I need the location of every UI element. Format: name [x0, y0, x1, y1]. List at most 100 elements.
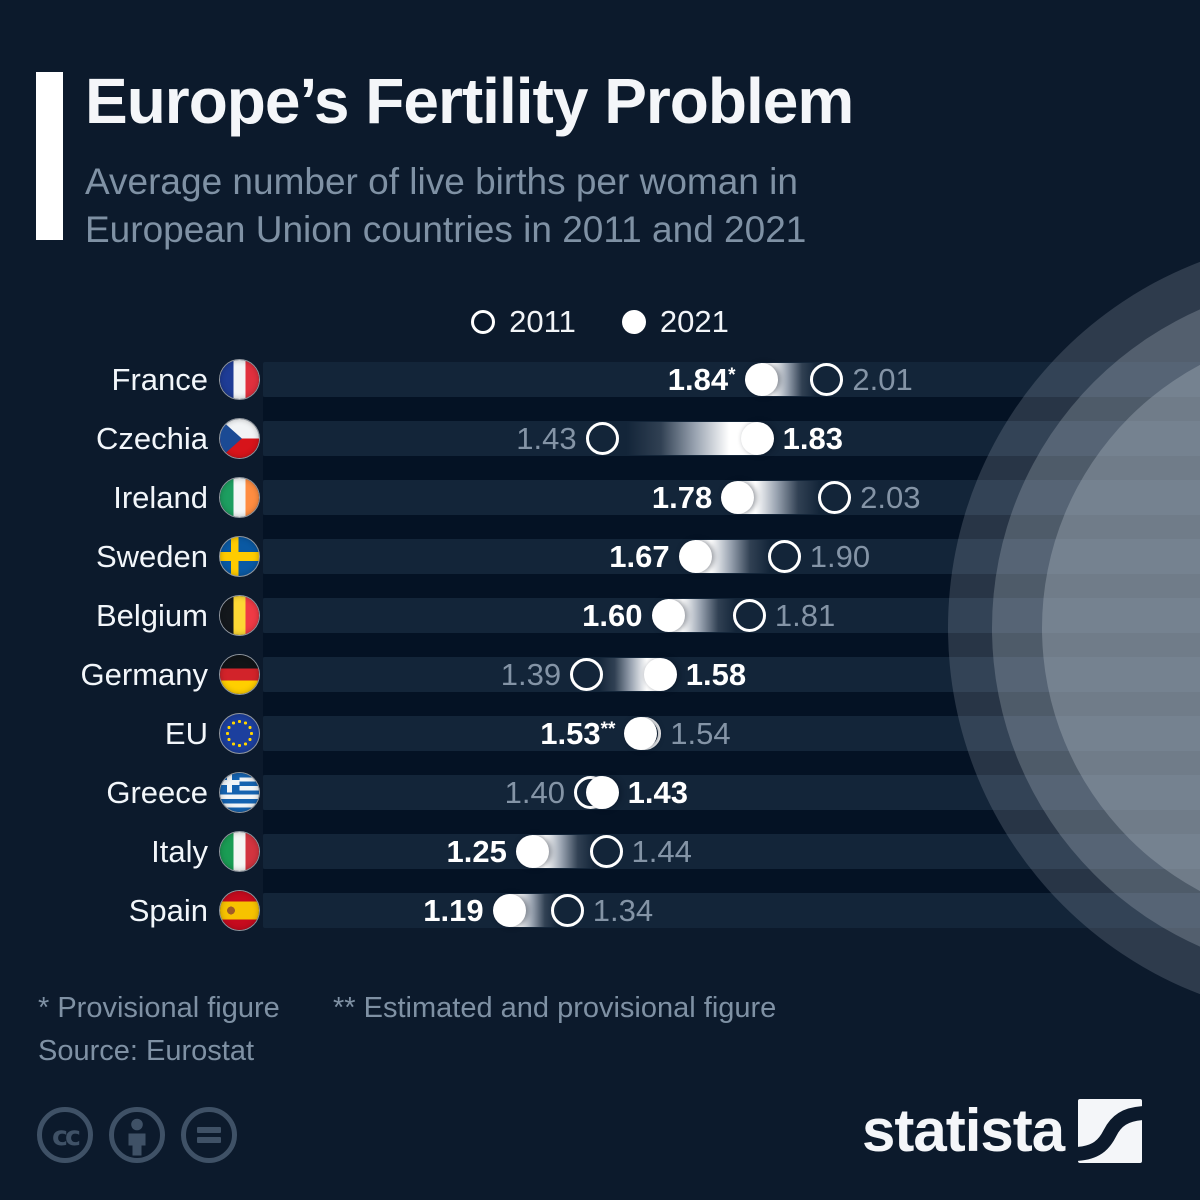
dot-2021	[624, 717, 658, 750]
legend: 2011 2021	[0, 304, 1200, 340]
row-background	[0, 480, 1200, 539]
row-gap	[263, 810, 1200, 834]
flag-triangle	[220, 419, 242, 458]
subtitle-line-1: Average number of live births per woman …	[85, 161, 798, 202]
value-label-2021: 1.60	[582, 598, 643, 633]
value-label-2021: 1.58	[685, 657, 747, 692]
country-label: Ireland	[113, 480, 208, 515]
sweden-flag-icon	[220, 537, 259, 576]
value-label-2021: 1.25	[446, 834, 507, 869]
country-label: France	[111, 362, 208, 397]
title-accent-bar	[36, 72, 63, 240]
dot-2021	[492, 894, 526, 927]
row-stripe	[263, 893, 1200, 928]
value-label-2011: 1.34	[592, 893, 654, 928]
page-title: Europe’s Fertility Problem	[85, 65, 854, 137]
row-stripe	[263, 775, 1200, 810]
country-label: Italy	[151, 834, 208, 869]
subtitle-line-2: European Union countries in 2011 and 202…	[85, 209, 807, 250]
country-label: Greece	[106, 775, 208, 810]
row-stripe	[263, 362, 1200, 397]
legend-item-2011: 2011	[471, 304, 576, 340]
country-label: Germany	[80, 657, 208, 692]
dot-2011	[570, 658, 604, 691]
row-gap	[263, 751, 1200, 775]
row-background	[0, 834, 1200, 893]
czechia-flag-icon	[220, 419, 259, 458]
spain-flag-icon	[220, 891, 259, 930]
row-gap	[263, 633, 1200, 657]
dot-2021	[744, 363, 778, 396]
row-background	[0, 362, 1200, 421]
eu-flag-icon	[220, 714, 259, 753]
page-subtitle: Average number of live births per woman …	[85, 158, 985, 254]
chart-row-czechia: Czechia 1.83 1.43	[0, 419, 1200, 458]
row-stripe	[263, 657, 1200, 692]
statista-logo-text: statista	[862, 1097, 1065, 1164]
row-background	[0, 775, 1200, 834]
dumbbell-connector	[602, 422, 758, 455]
belgium-flag-icon	[220, 596, 259, 635]
value-label-2011: 2.03	[860, 480, 921, 515]
value-label-2011: 1.44	[631, 834, 692, 869]
greece-flag-icon	[220, 773, 259, 812]
chart-row-ireland: Ireland 1.78 2.03	[0, 478, 1200, 517]
value-label-2021: 1.67	[609, 539, 670, 574]
value-label-2011: 1.54	[670, 716, 731, 751]
value-label-2011: 1.43	[516, 421, 577, 456]
legend-item-2021: 2021	[621, 304, 729, 340]
country-label: EU	[164, 716, 208, 751]
dot-2011	[732, 599, 766, 632]
row-stripe	[263, 834, 1200, 869]
dot-2021	[721, 481, 755, 514]
statista-logo: statista	[862, 1096, 1143, 1165]
value-label-2011: 1.81	[774, 598, 836, 633]
source-note: Source: Eurostat	[38, 1035, 254, 1067]
france-flag-icon	[220, 360, 259, 399]
value-label-2021: 1.53**	[540, 716, 616, 751]
row-gap	[263, 456, 1200, 480]
value-label-2011: 1.90	[809, 539, 871, 574]
open-circle-icon	[471, 310, 496, 334]
chart-row-sweden: Sweden 1.67 1.90	[0, 537, 1200, 576]
dot-2011	[810, 363, 844, 396]
country-label: Czechia	[96, 421, 208, 456]
ireland-flag-icon	[220, 478, 259, 517]
dot-2021	[643, 658, 677, 691]
dot-2021	[585, 776, 619, 809]
row-gap	[263, 397, 1200, 421]
row-gap	[263, 869, 1200, 893]
chart-row-france: France 1.84* 2.01	[0, 360, 1200, 399]
chart-row-germany: Germany 1.58 1.39	[0, 655, 1200, 694]
value-label-2021: 1.19	[423, 893, 484, 928]
country-label: Sweden	[95, 539, 208, 574]
row-gap	[263, 692, 1200, 716]
value-label-2011: 1.39	[500, 657, 562, 692]
footnote-estimated: ** Estimated and provisional figure	[333, 992, 777, 1024]
dot-2011	[767, 540, 801, 573]
statista-logo-mark-icon	[1078, 1098, 1143, 1163]
value-label-2011: 1.40	[504, 775, 565, 810]
value-label-2021: 1.84*	[667, 362, 736, 397]
row-stripe	[263, 716, 1200, 751]
footnote-provisional: * Provisional figure	[38, 992, 280, 1024]
equals-icon	[181, 1107, 237, 1163]
germany-flag-icon	[220, 655, 259, 694]
row-gap	[263, 515, 1200, 539]
row-background	[0, 893, 1200, 928]
chart-row-belgium: Belgium 1.60 1.81	[0, 596, 1200, 635]
legend-label-2021: 2021	[659, 304, 729, 339]
value-label-2011: 2.01	[852, 362, 913, 397]
row-background	[0, 657, 1200, 716]
chart-row-greece: Greece 1.43 1.40	[0, 773, 1200, 812]
dot-2011	[589, 835, 623, 868]
dot-2021	[515, 835, 549, 868]
country-label: Spain	[128, 893, 208, 928]
italy-flag-icon	[220, 832, 259, 871]
cc-icon: cc	[37, 1107, 93, 1163]
chart-row-italy: Italy 1.25 1.44	[0, 832, 1200, 871]
dot-2011	[818, 481, 852, 514]
attribution-person-icon	[109, 1107, 165, 1163]
